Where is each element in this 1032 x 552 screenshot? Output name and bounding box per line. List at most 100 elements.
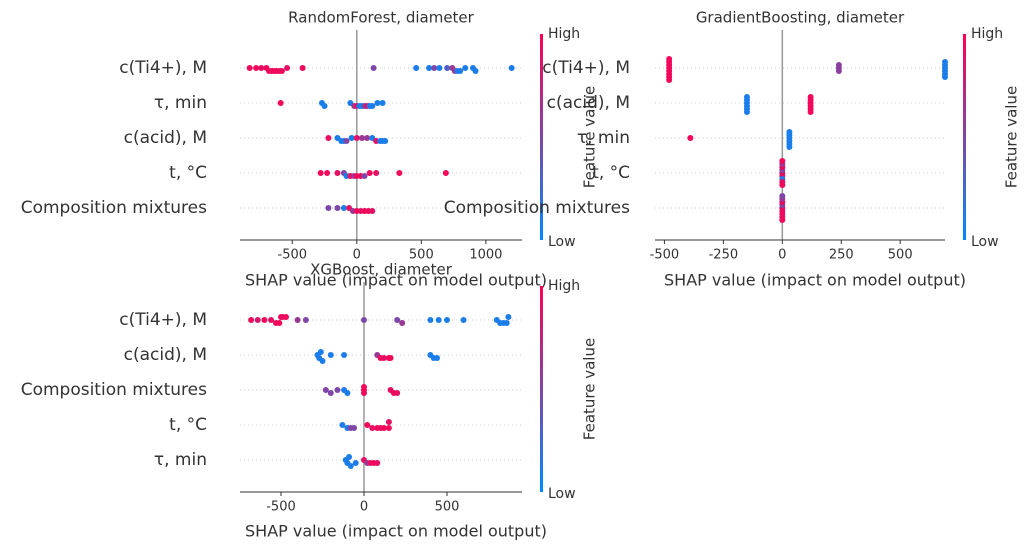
shap-dot [399, 320, 406, 326]
shap-dot [246, 65, 253, 71]
feature-label: τ, min [154, 93, 207, 113]
feature-label: c(acid), M [124, 345, 207, 365]
shap-dot [807, 109, 814, 115]
shap-dot [382, 138, 389, 144]
shap-dot [369, 425, 376, 431]
shap-dot [302, 317, 309, 323]
shap-dot [352, 460, 359, 466]
x-axis-label: SHAP value (impact on model output) [664, 271, 966, 290]
shap-dot [743, 94, 750, 100]
shap-dot [321, 103, 328, 109]
shap-dot [322, 387, 329, 393]
shap-dot [294, 317, 301, 323]
shap-dot [457, 68, 464, 74]
shap-dot [505, 314, 512, 320]
colorbar-low: Low [548, 486, 576, 502]
colorbar-high: High [548, 26, 580, 42]
colorbar-label: Feature value [581, 338, 599, 440]
shap-dot [325, 205, 332, 211]
feature-label: τ, min [154, 450, 207, 470]
shap-dot [358, 135, 365, 141]
feature-label: τ, min [577, 128, 630, 148]
shap-dot [835, 68, 842, 74]
colorbar-low: Low [971, 234, 999, 250]
shap-dot [325, 135, 332, 141]
x-tick-label: 500 [409, 248, 434, 263]
feature-label: Composition mixtures [21, 380, 207, 400]
x-axis-label: SHAP value (impact on model output) [245, 522, 547, 541]
x-tick-label: 500 [888, 248, 913, 263]
shap-dot [396, 170, 403, 176]
colorbar [963, 34, 966, 240]
shap-dot [268, 317, 275, 323]
shap-dot [436, 65, 443, 71]
shap-dot [374, 460, 381, 466]
shap-dot [340, 205, 347, 211]
feature-label: c(Ti4+), M [119, 310, 207, 330]
colorbar-label: Feature value [1003, 86, 1021, 188]
shap-dot [380, 355, 387, 361]
colorbar-label: Feature value [581, 86, 599, 188]
shap-dot [743, 109, 750, 115]
panel: GradientBoosting, diameter c(Ti4+), M c(ac… [444, 9, 1021, 290]
shap-dot [282, 314, 289, 320]
shap-dot [317, 170, 324, 176]
shap-dot [942, 74, 948, 80]
shap-dot [327, 352, 334, 358]
shap-dot [370, 65, 377, 71]
shap-dot [353, 135, 360, 141]
shap-dot [319, 358, 326, 364]
shap-dot [254, 317, 261, 323]
shap-dot [248, 317, 255, 323]
feature-label: c(acid), M [547, 93, 630, 113]
shap-dot [346, 454, 353, 460]
shap-dot [344, 390, 351, 396]
shap-dot [334, 387, 341, 393]
shap-dot [317, 349, 324, 355]
panel-title: GradientBoosting, diameter [696, 9, 905, 27]
shap-dot [666, 56, 673, 62]
colorbar [540, 286, 543, 492]
shap-dot [380, 425, 387, 431]
shap-dot [666, 77, 673, 83]
panel-title: RandomForest, diameter [288, 9, 475, 27]
x-tick-label: -500 [266, 500, 296, 515]
panel-title: XGBoost, diameter [310, 261, 453, 279]
feature-label: t, °C [169, 415, 207, 435]
shap-dot [379, 100, 386, 106]
shap-dot [366, 170, 373, 176]
shap-dot [364, 135, 371, 141]
colorbar-high: High [971, 26, 1003, 42]
shap-dot [364, 422, 371, 428]
panel: RandomForest, diameter c(Ti4+), M τ, min c(… [21, 9, 599, 290]
shap-dot [786, 144, 793, 150]
shap-dot [426, 65, 433, 71]
x-tick-label: 0 [778, 248, 786, 263]
shap-dot [327, 390, 334, 396]
shap-dot [369, 208, 376, 214]
shap-dot [369, 103, 376, 109]
shap-dot [277, 100, 284, 106]
feature-label: c(Ti4+), M [119, 58, 207, 78]
shap-dot [779, 217, 786, 223]
colorbar [540, 34, 543, 240]
feature-label: t, °C [592, 163, 630, 183]
shap-dot [341, 352, 348, 358]
colorbar-high: High [548, 278, 580, 294]
x-tick-label: 1000 [469, 248, 502, 263]
shap-dot [687, 135, 694, 141]
shap-dot [462, 65, 469, 71]
shap-dot [786, 129, 793, 135]
shap-dot [942, 59, 948, 65]
shap-dot [779, 182, 786, 188]
x-tick-label: -500 [278, 248, 308, 263]
shap-dot [385, 425, 392, 431]
shap-dot [347, 463, 354, 469]
x-tick-label: 0 [360, 500, 368, 515]
shap-dot [835, 62, 842, 68]
shap-dot [360, 390, 367, 396]
x-axis-label: SHAP value (impact on model output) [245, 271, 547, 290]
shap-dot [444, 65, 451, 71]
shap-dot [374, 100, 381, 106]
